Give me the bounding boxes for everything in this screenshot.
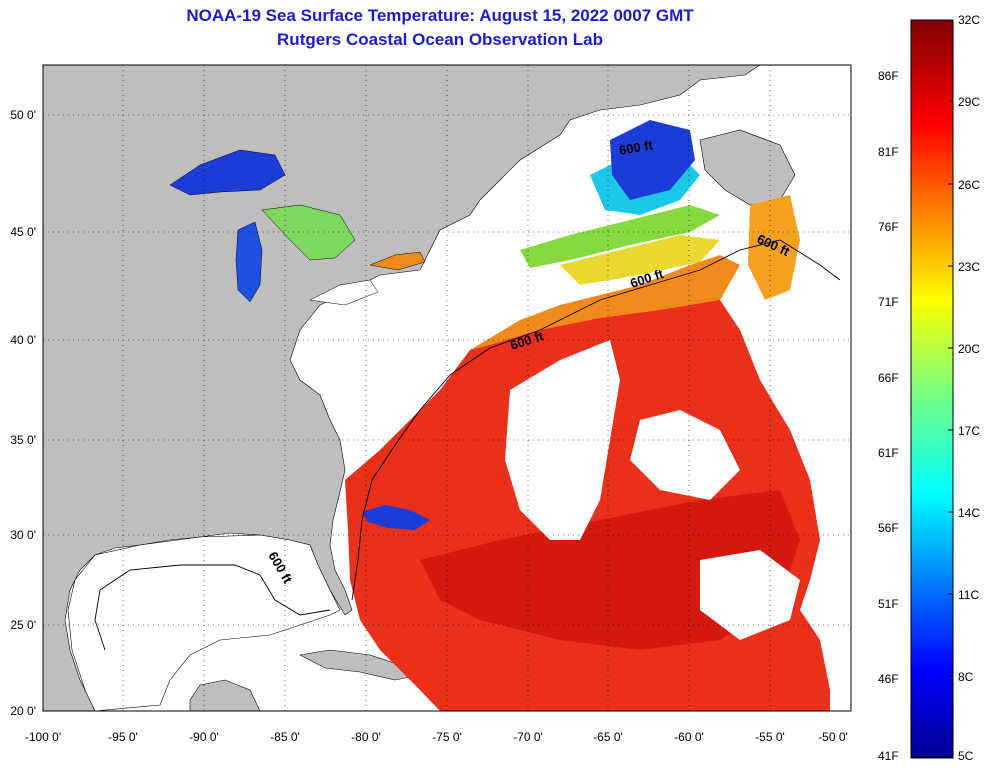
colorbar-label-46f: 46F — [878, 672, 899, 686]
lake-huron — [261, 204, 356, 261]
colorbar-label-56f: 56F — [878, 521, 899, 535]
lat-label-35: 35 0' — [10, 433, 36, 447]
colorbar-label-23c: 23C — [958, 260, 981, 274]
colorbar-label-61f: 61F — [878, 446, 899, 460]
colorbar-label-14c: 14C — [958, 506, 981, 520]
colorbar-label-66f: 66F — [878, 371, 899, 385]
colorbar-label-51f: 51F — [878, 597, 899, 611]
cloud-patch-south — [700, 550, 800, 640]
lon-label-70: -70 0' — [513, 730, 543, 744]
isobath-600ft-atlantic — [351, 239, 841, 601]
lake-ontario — [369, 251, 426, 271]
colorbar-label-11c: 11C — [958, 588, 980, 602]
colorbar-ticks — [948, 100, 953, 677]
map-area — [43, 65, 851, 711]
colorbar-label-81f: 81F — [878, 145, 899, 159]
colorbar-label-32c: 32C — [958, 13, 981, 27]
colorbar-label-20c: 20C — [958, 342, 981, 356]
lon-label-75: -75 0' — [432, 730, 462, 744]
lat-label-50: 50 0' — [10, 108, 36, 122]
lon-label-80: -80 0' — [351, 730, 381, 744]
lake-michigan — [235, 221, 263, 303]
lat-label-30: 30 0' — [10, 528, 36, 542]
cloud-patch-east — [630, 410, 740, 500]
lon-label-55: -55 0' — [755, 730, 785, 744]
lat-label-25: 25 0' — [10, 618, 36, 632]
sst-st-lawrence-blue — [610, 120, 695, 200]
lat-label-40: 40 0' — [10, 333, 36, 347]
lon-label-50: -50 0' — [818, 730, 848, 744]
sst-shelf-green — [520, 205, 720, 268]
land-yucatan — [189, 679, 261, 711]
lon-label-60: -60 0' — [674, 730, 704, 744]
land-north-america — [43, 65, 761, 711]
colorbar-label-76f: 76F — [878, 220, 899, 234]
colorbar-label-71f: 71F — [878, 295, 899, 309]
lon-label-85: -85 0' — [270, 730, 300, 744]
sst-shelf-orange — [470, 255, 740, 350]
lake-erie — [309, 279, 379, 306]
isobath-600ft-gulf — [94, 564, 331, 651]
lat-label-20: 20 0' — [10, 704, 36, 718]
colorbar-label-8c: 8C — [958, 670, 974, 684]
cloud-patch-central — [505, 340, 620, 540]
contour-label-st-lawrence: 600 ft — [618, 137, 655, 158]
sst-cold-patch — [362, 505, 430, 530]
colorbar-label-17c: 17C — [958, 424, 981, 438]
colorbar-label-41f: 41F — [878, 749, 899, 763]
map-subtitle: Rutgers Coastal Ocean Observation Lab — [277, 30, 603, 49]
sst-northeast-orange — [748, 195, 800, 300]
map-title: NOAA-19 Sea Surface Temperature: August … — [186, 6, 694, 25]
colorbar-label-26c: 26C — [958, 178, 981, 192]
lon-label-95: -95 0' — [108, 730, 138, 744]
colorbar-label-29c: 29C — [958, 95, 981, 109]
sst-gulf-maine-yellow — [560, 235, 720, 285]
colorbar-label-86f: 86F — [878, 69, 899, 83]
lon-label-100: -100 0' — [24, 730, 62, 744]
lon-label-65: -65 0' — [593, 730, 623, 744]
lon-label-90: -90 0' — [189, 730, 219, 744]
colorbar-label-5c: 5C — [958, 749, 974, 763]
lat-label-45: 45 0' — [10, 225, 36, 239]
colorbar — [910, 19, 954, 759]
